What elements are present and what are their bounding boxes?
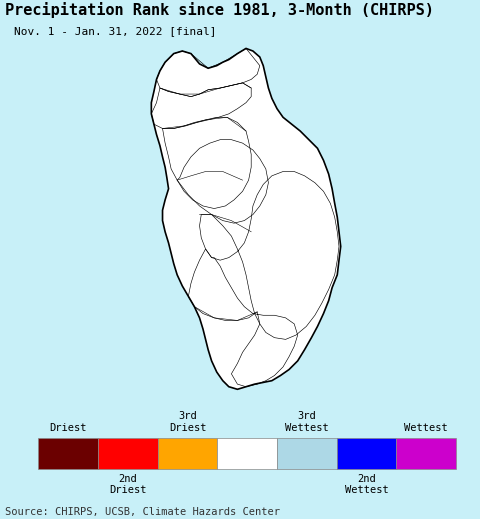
Bar — [38, 438, 98, 469]
Text: Wettest: Wettest — [404, 423, 448, 433]
Text: Precipitation Rank since 1981, 3-Month (CHIRPS): Precipitation Rank since 1981, 3-Month (… — [5, 3, 433, 18]
Text: 3rd
Driest: 3rd Driest — [169, 412, 206, 433]
Text: 2nd
Wettest: 2nd Wettest — [345, 474, 388, 495]
Bar — [396, 438, 456, 469]
Text: 3rd
Wettest: 3rd Wettest — [285, 412, 329, 433]
Bar — [336, 438, 396, 469]
Bar — [158, 438, 217, 469]
Bar — [217, 438, 277, 469]
Bar — [277, 438, 336, 469]
Text: 2nd
Driest: 2nd Driest — [109, 474, 146, 495]
Text: Source: CHIRPS, UCSB, Climate Hazards Center: Source: CHIRPS, UCSB, Climate Hazards Ce… — [5, 507, 280, 516]
Text: Nov. 1 - Jan. 31, 2022 [final]: Nov. 1 - Jan. 31, 2022 [final] — [14, 25, 217, 36]
Text: Driest: Driest — [49, 423, 87, 433]
Polygon shape — [151, 48, 341, 389]
Bar — [98, 438, 158, 469]
